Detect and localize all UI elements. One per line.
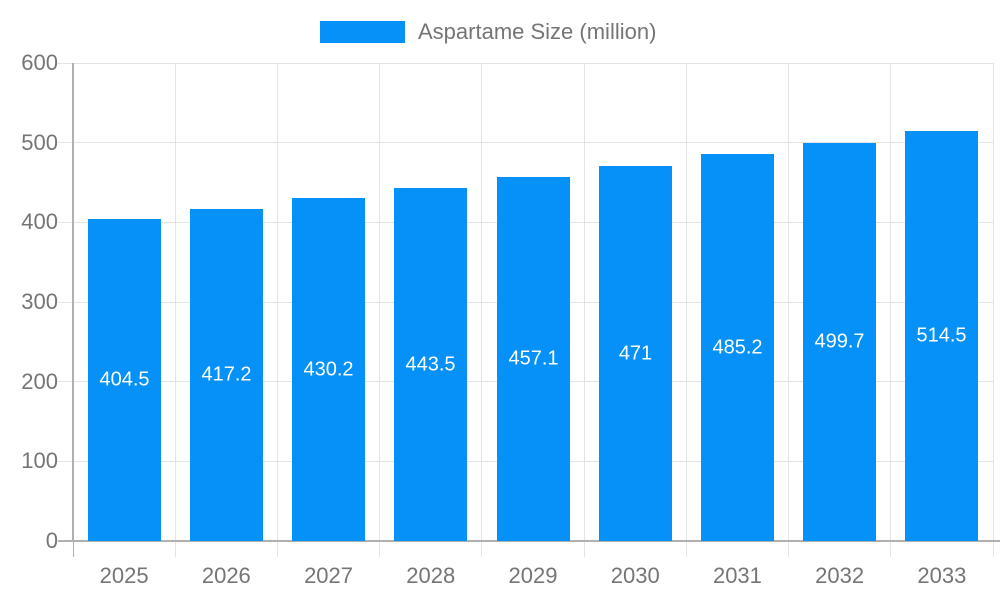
legend[interactable]: Aspartame Size (million)	[320, 18, 656, 46]
y-axis-tick-label: 0	[45, 528, 58, 553]
x-axis-tick-label: 2027	[304, 563, 354, 588]
x-gridline	[992, 63, 994, 541]
bar-value-label: 404.5	[99, 368, 150, 391]
x-gridline	[481, 63, 483, 541]
y-tick	[58, 221, 73, 223]
y-axis-tick-label: 400	[21, 209, 58, 235]
bar[interactable]: 499.7	[803, 143, 876, 541]
bar[interactable]: 404.5	[88, 219, 161, 541]
y-gridline	[73, 142, 993, 144]
bar[interactable]: 443.5	[394, 188, 467, 541]
bar[interactable]: 417.2	[190, 209, 263, 541]
y-gridline	[73, 62, 993, 64]
bar-value-label: 457.1	[508, 347, 559, 370]
y-axis-tick-label: 200	[21, 368, 58, 394]
legend-label: Aspartame Size (million)	[418, 19, 657, 44]
x-tick	[583, 541, 585, 557]
y-tick	[58, 460, 73, 462]
x-axis-tick-label: 2025	[99, 563, 149, 588]
x-tick	[890, 541, 892, 557]
x-gridline	[174, 63, 176, 541]
x-gridline	[890, 63, 892, 541]
bar-value-label: 514.5	[916, 324, 967, 347]
bar[interactable]: 485.2	[701, 154, 774, 541]
x-gridline	[276, 63, 278, 541]
x-tick	[685, 541, 687, 557]
x-tick	[788, 541, 790, 557]
bar[interactable]: 457.1	[497, 177, 570, 541]
bar[interactable]: 514.5	[905, 131, 978, 541]
bar-value-label: 430.2	[303, 358, 354, 380]
y-tick	[58, 381, 73, 383]
x-axis-tick-label: 2028	[406, 563, 456, 588]
x-tick	[72, 541, 74, 557]
bar[interactable]: 471	[599, 166, 672, 541]
y-tick	[58, 142, 73, 144]
x-axis-tick-label: 2031	[712, 563, 762, 588]
x-tick	[174, 541, 176, 557]
x-axis-tick-label: 2030	[610, 563, 660, 588]
x-gridline	[379, 63, 381, 541]
bar-value-label: 485.2	[712, 336, 763, 358]
x-gridline	[685, 63, 687, 541]
y-axis-tick-label: 300	[21, 289, 58, 314]
x-axis-tick-label: 2026	[201, 563, 251, 588]
x-tick	[481, 541, 483, 557]
bar[interactable]: 430.2	[292, 198, 365, 541]
y-axis-tick-label: 500	[21, 129, 58, 155]
x-axis-line	[58, 540, 1000, 542]
x-axis-tick-label: 2033	[917, 563, 967, 588]
y-tick	[58, 62, 73, 64]
bar-value-label: 443.5	[405, 353, 456, 375]
y-tick	[58, 301, 73, 303]
x-tick	[379, 541, 381, 557]
y-axis-tick-label: 600	[21, 50, 58, 75]
legend-swatch-icon	[320, 21, 405, 43]
x-axis-tick-label: 2032	[815, 563, 865, 588]
x-gridline	[788, 63, 790, 541]
x-gridline	[583, 63, 585, 541]
y-axis-line	[72, 63, 74, 541]
bar-value-label: 471	[618, 342, 653, 364]
x-axis-tick-label: 2029	[508, 563, 558, 588]
bar-value-label: 499.7	[814, 330, 865, 353]
y-axis-tick-label: 100	[21, 448, 58, 474]
bar-value-label: 417.2	[201, 363, 252, 386]
x-tick	[276, 541, 278, 557]
x-tick	[992, 541, 994, 557]
